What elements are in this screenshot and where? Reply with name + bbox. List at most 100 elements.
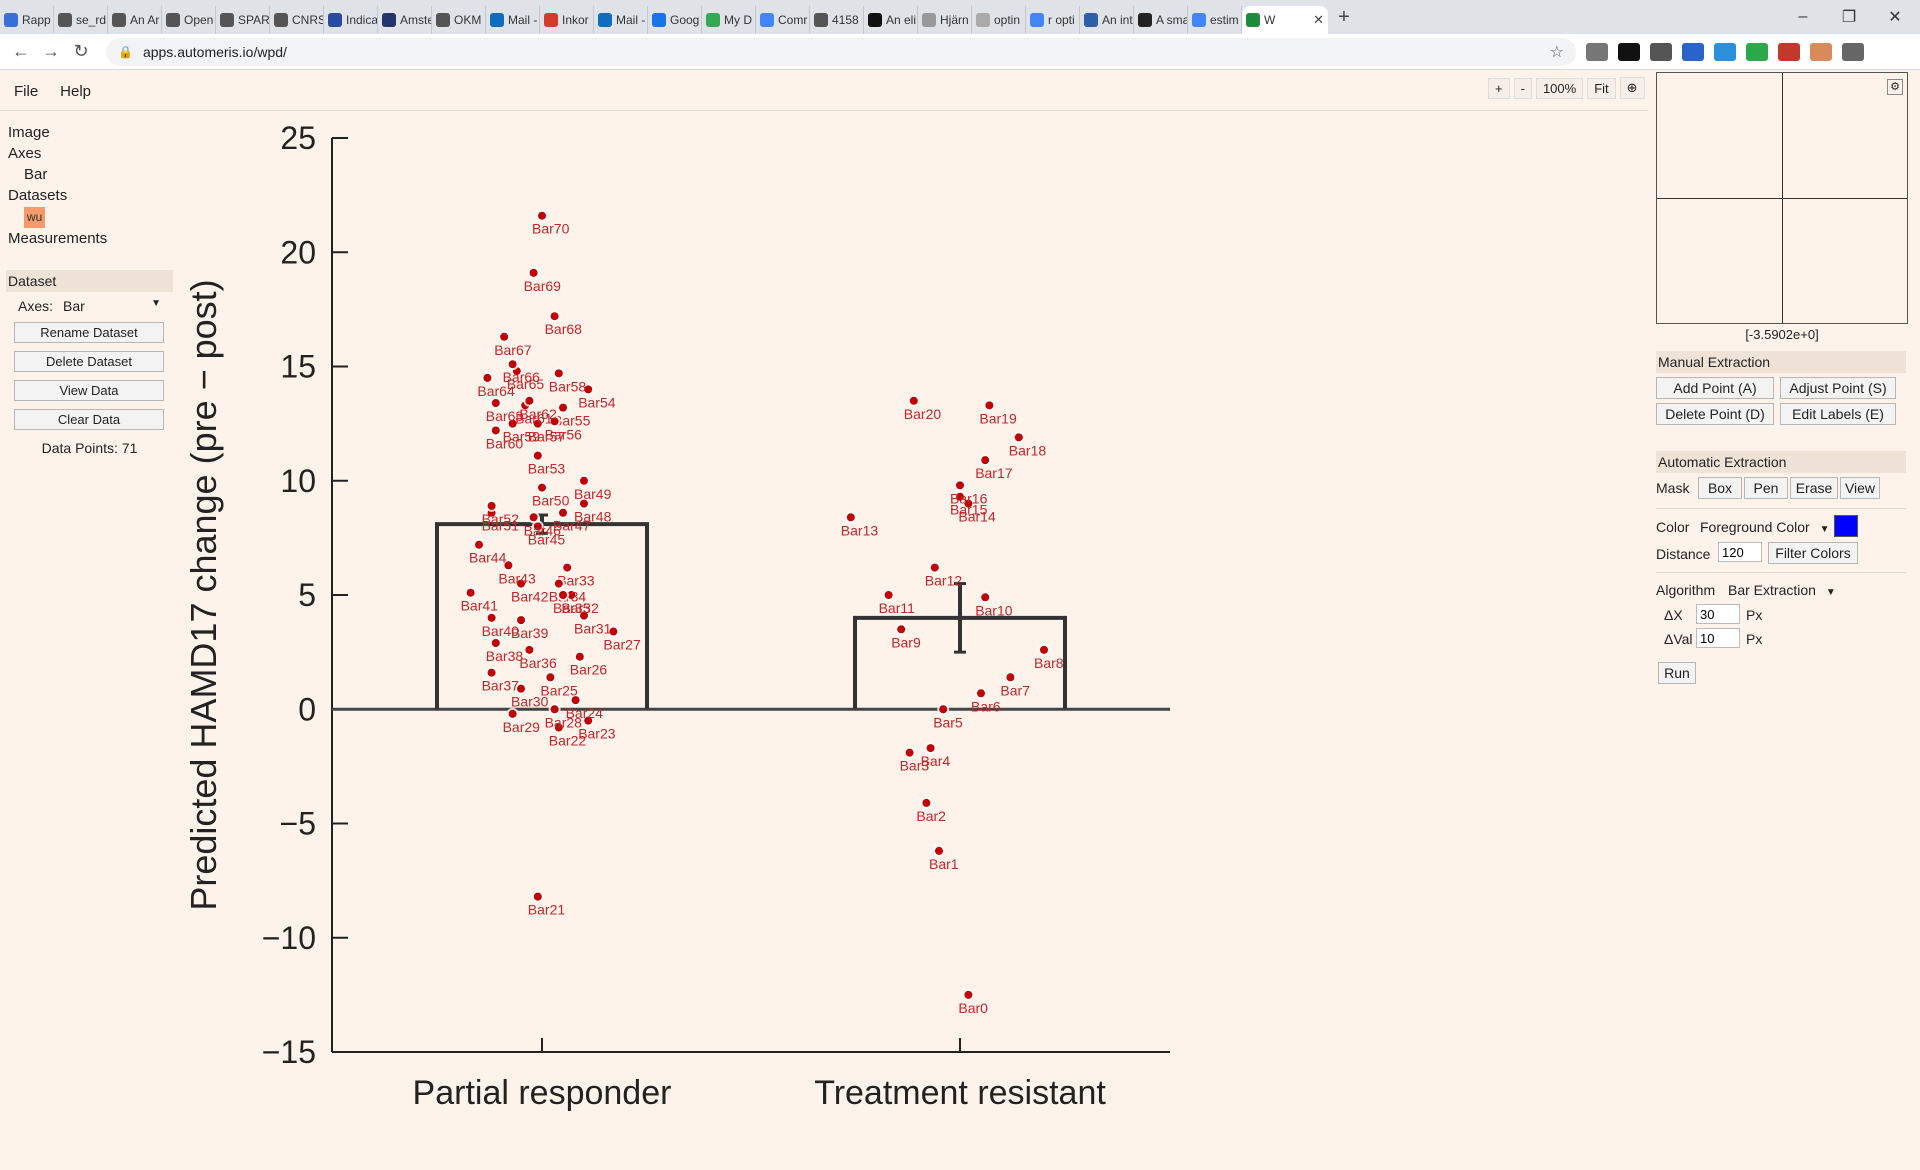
filter-colors-button[interactable]: Filter Colors: [1768, 542, 1858, 564]
extension-icon[interactable]: [1650, 42, 1672, 61]
extension-icon[interactable]: [1714, 42, 1736, 61]
close-window-icon[interactable]: ✕: [1888, 9, 1902, 26]
edit-labels-button[interactable]: Edit Labels (E): [1780, 403, 1896, 425]
extension-icon[interactable]: [1682, 42, 1704, 61]
forward-icon[interactable]: →: [42, 41, 60, 61]
color-label: Color: [1656, 519, 1690, 535]
browser-tab[interactable]: estim: [1188, 6, 1242, 34]
menu-help[interactable]: Help: [60, 82, 92, 100]
zoom-in-button[interactable]: +: [1488, 77, 1510, 99]
browser-tab[interactable]: Comr: [756, 6, 810, 34]
data-point: [567, 591, 576, 599]
data-point-label: Bar65: [507, 376, 545, 392]
tree-item-dataset-wu[interactable]: wu: [24, 207, 46, 228]
browser-tab[interactable]: CNRS: [270, 6, 324, 34]
browser-tab[interactable]: Rapp: [0, 6, 54, 34]
data-point-label: Bar22: [549, 733, 587, 749]
data-point-label: Bar52: [482, 511, 520, 527]
reload-icon[interactable]: ↻: [73, 41, 89, 61]
browser-tab[interactable]: An eli: [864, 6, 918, 34]
mask-pen-button[interactable]: Pen: [1744, 477, 1788, 499]
algorithm-label: Algorithm: [1656, 582, 1716, 598]
browser-tab[interactable]: Amste: [378, 6, 432, 34]
browser-tab[interactable]: Goog: [648, 6, 702, 34]
dval-input[interactable]: [1696, 628, 1740, 648]
url-field[interactable]: 🔒 apps.automeris.io/wpd/ ☆: [106, 37, 1576, 66]
extension-icon[interactable]: [1586, 42, 1608, 61]
mask-label: Mask: [1656, 480, 1690, 496]
browser-tab[interactable]: An Ar: [108, 6, 162, 34]
delete-point-button[interactable]: Delete Point (D): [1656, 403, 1774, 425]
browser-tab[interactable]: Hjärn: [918, 6, 972, 34]
rename-dataset-button[interactable]: Rename Dataset: [14, 322, 164, 343]
browser-tab[interactable]: SPAR: [216, 6, 270, 34]
y-tick-label: −15: [262, 1034, 316, 1070]
restore-icon[interactable]: ❐: [1841, 9, 1857, 26]
y-tick-label: 15: [280, 349, 316, 385]
data-point: [508, 360, 517, 369]
tab-label: An Ar: [130, 13, 160, 27]
adjust-point-button[interactable]: Adjust Point (S): [1780, 377, 1896, 399]
browser-tab[interactable]: OKM: [432, 6, 486, 34]
data-point: [487, 501, 496, 510]
color-swatch[interactable]: [1834, 515, 1858, 537]
tab-favicon-icon: [1138, 13, 1152, 27]
menu-file[interactable]: File: [14, 82, 39, 100]
new-tab-button[interactable]: +: [1338, 5, 1350, 28]
extension-icon[interactable]: [1746, 42, 1768, 61]
close-tab-icon[interactable]: ✕: [1313, 12, 1324, 27]
tree-item-axes[interactable]: Axes: [8, 145, 42, 162]
browser-tab[interactable]: Mail -: [594, 6, 648, 34]
browser-tab[interactable]: optin: [972, 6, 1026, 34]
tab-label: A sma: [1156, 13, 1188, 27]
browser-tab[interactable]: se_rd: [54, 6, 108, 34]
add-point-button[interactable]: Add Point (A): [1656, 377, 1774, 399]
crosshair-icon[interactable]: ⊕: [1619, 77, 1645, 99]
extension-icon[interactable]: [1810, 42, 1832, 61]
run-button[interactable]: Run: [1658, 662, 1696, 684]
browser-tab[interactable]: Indica: [324, 6, 378, 34]
mask-erase-button[interactable]: Erase: [1790, 477, 1838, 499]
zoom-out-button[interactable]: -: [1513, 77, 1532, 99]
extension-icon[interactable]: [1842, 42, 1864, 61]
view-data-button[interactable]: View Data: [14, 380, 164, 401]
mask-box-button[interactable]: Box: [1698, 477, 1742, 499]
tab-favicon-icon: [868, 13, 882, 27]
fit-button[interactable]: Fit: [1587, 77, 1616, 99]
tree-item-datasets[interactable]: Datasets: [8, 187, 68, 204]
data-point: [956, 481, 964, 490]
plot-canvas[interactable]: 25 20 15 10 5 0 −5 −10 −15 Partial responder Treat…: [180, 112, 1180, 1112]
browser-tab-active[interactable]: W ✕: [1242, 6, 1328, 34]
delete-dataset-button[interactable]: Delete Dataset: [14, 351, 164, 372]
extension-icon[interactable]: [1778, 42, 1800, 61]
axes-select[interactable]: Axes: Bar ▼: [18, 298, 173, 314]
tree-item-image[interactable]: Image: [8, 124, 50, 141]
data-point: [508, 419, 517, 428]
browser-tab[interactable]: My D: [702, 6, 756, 34]
algorithm-select[interactable]: Bar Extraction ▼: [1728, 582, 1836, 598]
browser-tab[interactable]: A sma: [1134, 6, 1188, 34]
extension-icon[interactable]: [1618, 42, 1640, 61]
browser-tab[interactable]: An int: [1080, 6, 1134, 34]
data-point: [483, 373, 492, 382]
tree-item-axes-bar[interactable]: Bar: [24, 166, 48, 183]
browser-tab[interactable]: Inkor: [540, 6, 594, 34]
dx-input[interactable]: [1696, 604, 1740, 624]
tree-item-measurements[interactable]: Measurements: [8, 230, 108, 247]
color-select[interactable]: Foreground Color ▼: [1700, 519, 1830, 535]
browser-tab[interactable]: Mail -: [486, 6, 540, 34]
data-point-label: Bar42: [511, 589, 549, 605]
minimize-icon[interactable]: –: [1798, 8, 1808, 25]
browser-tab[interactable]: 4158: [810, 6, 864, 34]
magnifier-options-icon[interactable]: ⚙: [1887, 79, 1903, 95]
data-point-label: Bar68: [545, 321, 583, 337]
address-bar: ← → ↻ 🔒 apps.automeris.io/wpd/ ☆: [0, 34, 1920, 70]
mask-view-button[interactable]: View: [1840, 477, 1880, 499]
bookmark-star-icon[interactable]: ☆: [1549, 43, 1564, 61]
back-icon[interactable]: ←: [12, 41, 30, 61]
clear-data-button[interactable]: Clear Data: [14, 409, 164, 430]
browser-tab[interactable]: Open: [162, 6, 216, 34]
data-point-label: Bar9: [891, 634, 921, 650]
browser-tab[interactable]: r opti: [1026, 6, 1080, 34]
distance-input[interactable]: [1718, 542, 1762, 562]
